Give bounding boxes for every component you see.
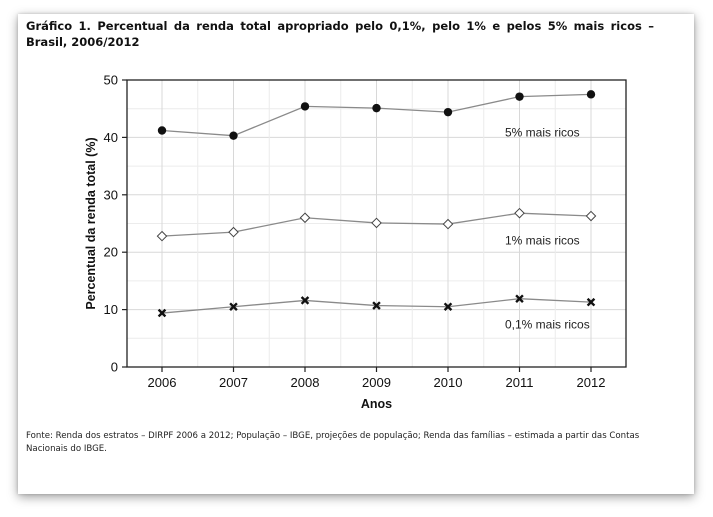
- data-point-diamond: [442, 218, 454, 230]
- series-label: 5% mais ricos: [505, 125, 580, 139]
- y-tick-label: 40: [104, 130, 118, 145]
- series-label: 0,1% mais ricos: [505, 318, 590, 332]
- y-axis-label: Percentual da renda total (%): [84, 137, 98, 309]
- cross-stroke: [515, 294, 524, 303]
- data-point-circle: [515, 92, 524, 101]
- x-tick-label: 2011: [506, 375, 534, 390]
- x-tick-label: 2012: [577, 375, 606, 390]
- x-axis-label: Anos: [361, 397, 392, 411]
- series-label: 1% mais ricos: [505, 234, 580, 248]
- data-point-diamond: [299, 212, 311, 224]
- data-point-circle: [586, 90, 596, 99]
- cross-stroke: [443, 302, 453, 311]
- x-tick-label: 2007: [219, 375, 248, 390]
- chart-axes: 0 10 20 30 40 50 2006 2007 2008 2009 2010 2011 2012: [104, 73, 606, 391]
- series-2: 1% mais ricos: [156, 207, 597, 248]
- cross-stroke: [586, 297, 596, 307]
- figure-source: Fonte: Renda dos estratos – DIRPF 2006 a…: [26, 431, 640, 454]
- data-point-diamond: [585, 210, 597, 222]
- data-point-diamond: [514, 207, 525, 219]
- x-tick-label: 2006: [148, 375, 177, 390]
- data-point-cross: [586, 297, 596, 307]
- data-point-diamond: [156, 230, 168, 242]
- data-point-circle: [372, 103, 381, 113]
- data-point-cross: [443, 302, 453, 311]
- data-point-diamond: [371, 217, 382, 229]
- data-point-circle: [443, 107, 453, 117]
- figure-title: Gráfico 1. Percentual da renda total apr…: [26, 19, 654, 49]
- y-tick-label: 30: [104, 187, 118, 202]
- cross-stroke: [229, 302, 238, 311]
- cross-stroke: [372, 301, 381, 310]
- data-point-circle: [300, 102, 310, 111]
- data-point-cross: [229, 302, 238, 311]
- cross-stroke: [300, 296, 310, 305]
- data-point-cross: [515, 294, 524, 303]
- y-tick-label: 20: [104, 245, 118, 260]
- series-3: 0,1% mais ricos: [157, 294, 596, 332]
- data-point-cross: [300, 296, 310, 305]
- x-tick-label: 2008: [291, 375, 320, 390]
- data-point-cross: [157, 308, 167, 318]
- chart-series: 5% mais ricos 1% mais ricos 0,1% mais rico…: [156, 90, 597, 332]
- figure-card: [18, 14, 694, 494]
- y-tick-label: 0: [111, 360, 118, 375]
- x-tick-label: 2010: [434, 375, 463, 390]
- data-point-circle: [157, 126, 167, 135]
- data-point-cross: [372, 301, 381, 310]
- y-tick-label: 50: [104, 73, 118, 88]
- series-1: 5% mais ricos: [157, 90, 596, 140]
- cross-stroke: [157, 308, 167, 318]
- y-tick-label: 10: [104, 302, 118, 317]
- data-point-circle: [229, 131, 238, 140]
- x-tick-label: 2009: [362, 375, 391, 390]
- data-point-diamond: [228, 226, 239, 238]
